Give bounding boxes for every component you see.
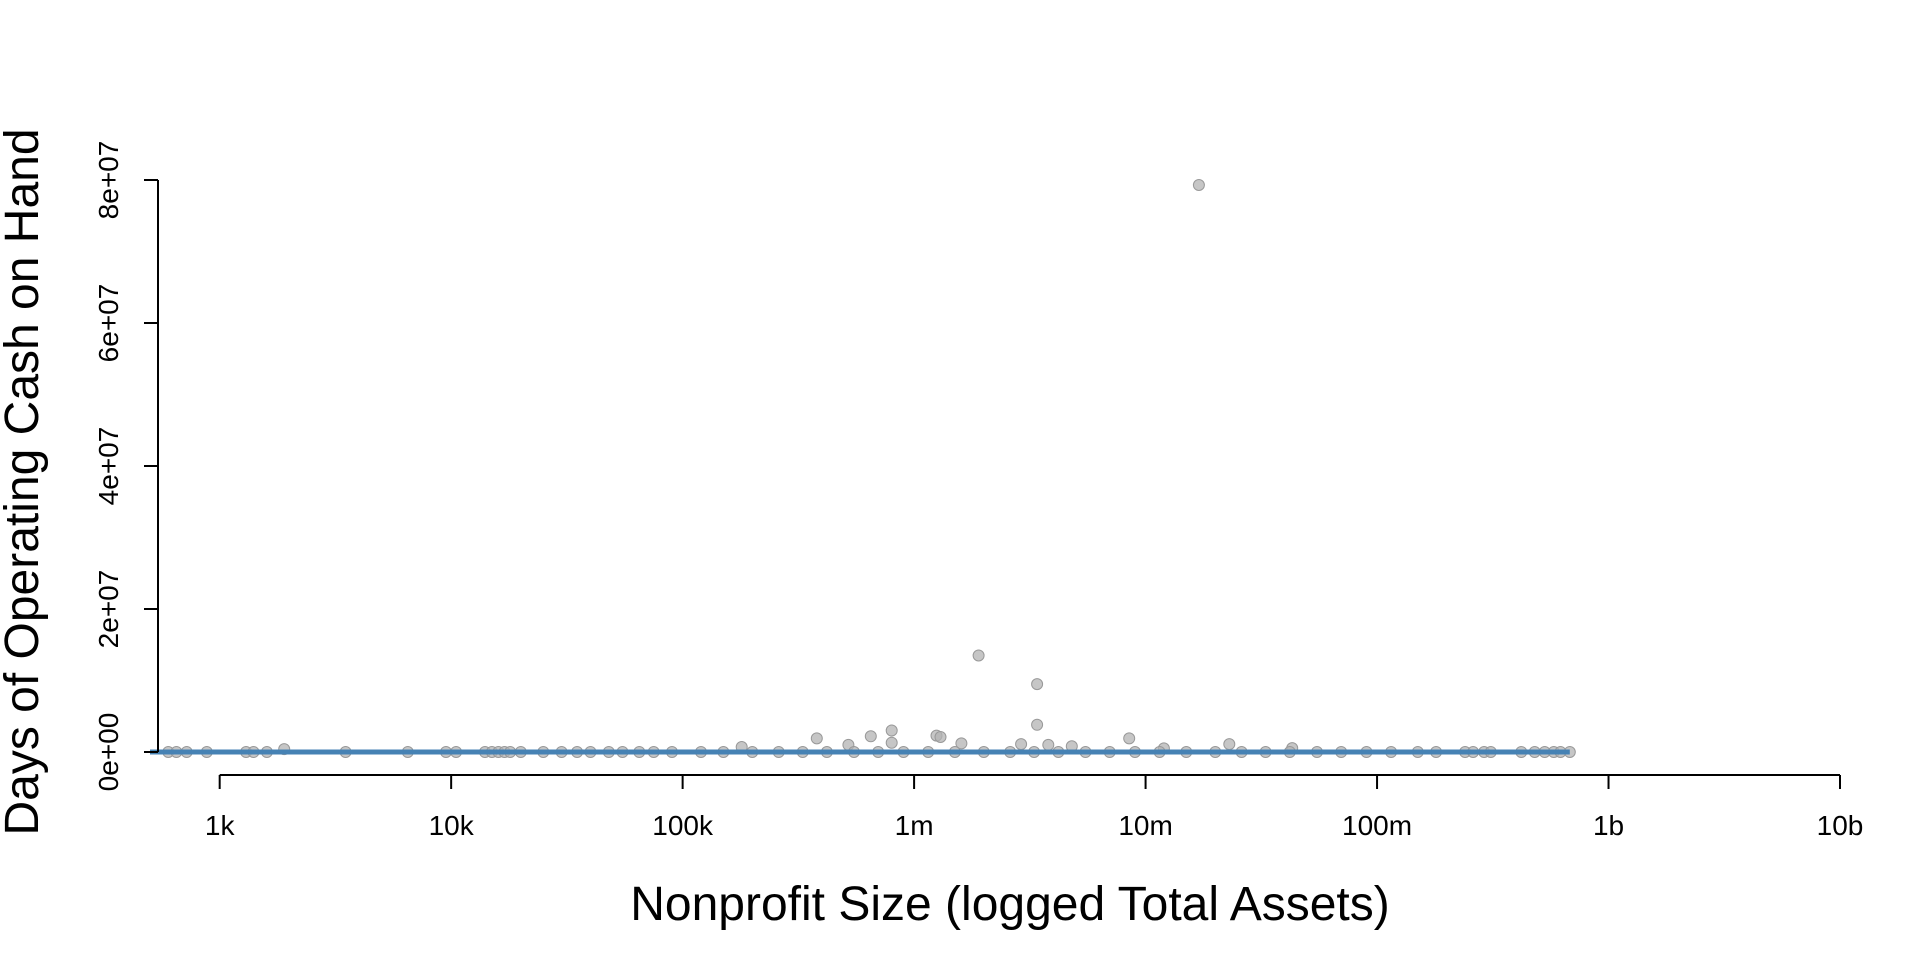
- data-point: [1123, 732, 1136, 745]
- data-point: [1042, 738, 1055, 751]
- data-point: [1192, 179, 1205, 191]
- x-axis-title: Nonprofit Size (logged Total Assets): [630, 878, 1390, 931]
- x-tick-label: 1m: [895, 810, 934, 841]
- data-point: [955, 737, 968, 750]
- y-axis: 0e+00 2e+07 4e+07 6e+07 8e+07: [93, 141, 159, 792]
- data-point: [810, 732, 823, 745]
- data-point: [934, 731, 947, 743]
- data-point: [864, 730, 877, 743]
- data-point: [1031, 678, 1044, 691]
- data-point: [885, 724, 898, 737]
- x-tick-label: 10k: [429, 810, 475, 841]
- data-points: [162, 179, 1576, 758]
- data-point: [885, 736, 898, 749]
- x-tick-label: 100m: [1342, 810, 1412, 841]
- x-tick-label: 10m: [1118, 810, 1172, 841]
- y-tick-label: 6e+07: [93, 284, 124, 363]
- y-tick-label: 2e+07: [93, 570, 124, 649]
- data-point: [1031, 718, 1044, 731]
- data-point: [972, 649, 985, 662]
- x-tick-label: 1k: [205, 810, 236, 841]
- y-tick-label: 0e+00: [93, 713, 124, 792]
- data-point: [1223, 738, 1236, 751]
- x-tick-label: 100k: [652, 810, 714, 841]
- x-axis: 1k 10k 100k 1m 10m 100m 1b 10b: [205, 774, 1864, 841]
- y-tick-label: 4e+07: [93, 427, 124, 506]
- x-tick-label: 10b: [1817, 810, 1864, 841]
- data-point: [1015, 738, 1028, 751]
- y-axis-title: Days of Operating Cash on Hand: [0, 128, 49, 835]
- y-tick-label: 8e+07: [93, 141, 124, 220]
- x-tick-label: 1b: [1593, 810, 1624, 841]
